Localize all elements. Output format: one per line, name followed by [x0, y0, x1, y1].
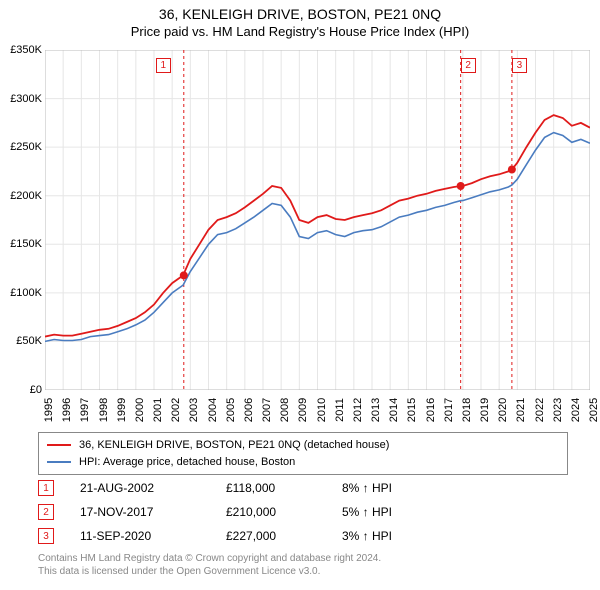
y-axis-labels: £0£50K£100K£150K£200K£250K£300K£350K: [0, 50, 44, 390]
y-tick-label: £250K: [10, 141, 42, 153]
x-tick-label: 2005: [225, 398, 237, 422]
x-tick-label: 1999: [116, 398, 128, 422]
x-tick-label: 2000: [134, 398, 146, 422]
event-delta: 3% ↑ HPI: [342, 529, 392, 543]
x-tick-label: 1997: [79, 398, 91, 422]
event-delta: 8% ↑ HPI: [342, 481, 392, 495]
event-badge: 3: [38, 528, 54, 544]
x-tick-label: 2010: [316, 398, 328, 422]
chart-title-1: 36, KENLEIGH DRIVE, BOSTON, PE21 0NQ: [0, 0, 600, 22]
x-tick-label: 2012: [352, 398, 364, 422]
legend-label: 36, KENLEIGH DRIVE, BOSTON, PE21 0NQ (de…: [79, 437, 389, 454]
x-tick-label: 2007: [261, 398, 273, 422]
legend-swatch: [47, 461, 71, 463]
x-axis-labels: 1995 1996 1997 1998 1999 2000 2001 2002 2003 2004…: [45, 392, 590, 432]
legend-item: 36, KENLEIGH DRIVE, BOSTON, PE21 0NQ (de…: [47, 437, 559, 454]
x-tick-label: 2003: [188, 398, 200, 422]
x-tick-label: 2017: [443, 398, 455, 422]
event-date: 21-AUG-2002: [80, 481, 200, 495]
event-row: 2 17-NOV-2017 £210,000 5% ↑ HPI: [38, 500, 568, 524]
event-badge: 2: [38, 504, 54, 520]
event-list: 1 21-AUG-2002 £118,000 8% ↑ HPI 2 17-NOV-2017…: [38, 476, 568, 548]
event-date: 11-SEP-2020: [80, 529, 200, 543]
legend-item: HPI: Average price, detached house, Bost…: [47, 454, 559, 471]
footer-line-1: Contains HM Land Registry data © Crown c…: [38, 552, 568, 565]
x-tick-label: 2016: [425, 398, 437, 422]
event-amount: £227,000: [226, 529, 316, 543]
x-tick-label: 2014: [388, 398, 400, 422]
event-delta: 5% ↑ HPI: [342, 505, 392, 519]
chart-title-2: Price paid vs. HM Land Registry's House …: [0, 22, 600, 39]
x-tick-label: 1998: [98, 398, 110, 422]
x-tick-label: 2022: [534, 398, 546, 422]
chart-marker-badge: 1: [156, 58, 171, 73]
event-amount: £210,000: [226, 505, 316, 519]
y-tick-label: £350K: [10, 44, 42, 56]
x-tick-label: 2008: [279, 398, 291, 422]
footer-attribution: Contains HM Land Registry data © Crown c…: [38, 552, 568, 578]
x-tick-label: 2025: [588, 398, 600, 422]
y-tick-label: £50K: [16, 335, 42, 347]
x-tick-label: 2013: [370, 398, 382, 422]
x-tick-label: 1996: [61, 398, 73, 422]
event-row: 1 21-AUG-2002 £118,000 8% ↑ HPI: [38, 476, 568, 500]
x-tick-label: 2006: [243, 398, 255, 422]
x-tick-label: 2018: [461, 398, 473, 422]
footer-line-2: This data is licensed under the Open Gov…: [38, 565, 568, 578]
event-badge: 1: [38, 480, 54, 496]
x-tick-label: 2024: [570, 398, 582, 422]
x-tick-label: 2023: [552, 398, 564, 422]
x-tick-label: 2011: [334, 398, 346, 422]
legend-swatch: [47, 444, 71, 446]
y-tick-label: £200K: [10, 190, 42, 202]
legend-label: HPI: Average price, detached house, Bost…: [79, 454, 295, 471]
x-tick-label: 2002: [170, 398, 182, 422]
event-amount: £118,000: [226, 481, 316, 495]
chart-plot: 1 2 3: [45, 50, 590, 390]
x-tick-label: 2001: [152, 398, 164, 422]
event-row: 3 11-SEP-2020 £227,000 3% ↑ HPI: [38, 524, 568, 548]
x-tick-label: 2020: [497, 398, 509, 422]
chart-marker-badge: 3: [512, 58, 527, 73]
x-tick-label: 2004: [207, 398, 219, 422]
y-tick-label: £150K: [10, 238, 42, 250]
y-tick-label: £0: [30, 384, 42, 396]
event-date: 17-NOV-2017: [80, 505, 200, 519]
x-tick-label: 2015: [406, 398, 418, 422]
chart-marker-badge: 2: [461, 58, 476, 73]
x-tick-label: 2021: [515, 398, 527, 422]
x-tick-label: 1995: [43, 398, 55, 422]
x-tick-label: 2019: [479, 398, 491, 422]
y-tick-label: £300K: [10, 93, 42, 105]
y-tick-label: £100K: [10, 287, 42, 299]
legend: 36, KENLEIGH DRIVE, BOSTON, PE21 0NQ (de…: [38, 432, 568, 475]
x-tick-label: 2009: [297, 398, 309, 422]
